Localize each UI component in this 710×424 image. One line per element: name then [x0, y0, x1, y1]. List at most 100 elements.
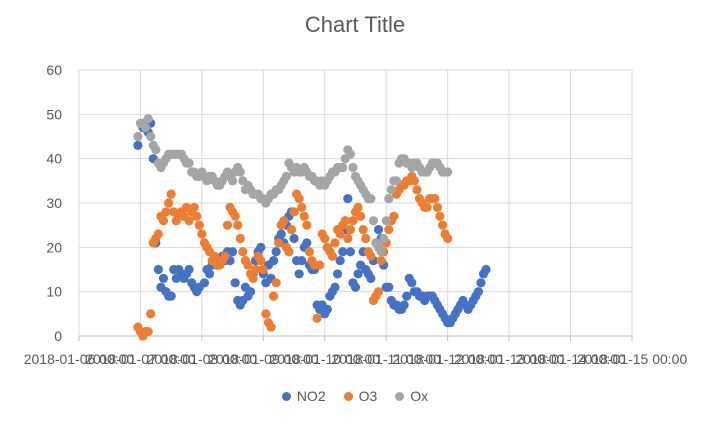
data-point: [248, 273, 258, 283]
data-point: [348, 216, 358, 226]
data-point: [194, 220, 204, 230]
data-point: [381, 216, 391, 226]
data-point: [274, 238, 284, 248]
data-point: [268, 256, 279, 266]
data-point: [184, 264, 194, 275]
data-point: [345, 225, 355, 235]
data-point: [256, 256, 266, 266]
data-point: [158, 216, 169, 226]
data-point: [279, 216, 289, 226]
data-point: [437, 220, 448, 230]
data-point: [271, 247, 281, 257]
data-point: [407, 278, 417, 288]
data-point: [220, 251, 230, 261]
series-o3: [133, 171, 453, 341]
data-point: [281, 171, 291, 181]
data-point: [386, 185, 396, 195]
data-point: [304, 247, 315, 257]
data-point: [189, 202, 199, 213]
data-point: [284, 247, 294, 257]
data-point: [345, 247, 355, 257]
data-point: [389, 211, 399, 221]
data-point: [391, 176, 402, 186]
data-point: [379, 233, 389, 244]
data-point: [251, 264, 261, 275]
data-point: [294, 269, 304, 279]
data-point: [412, 185, 422, 195]
data-point: [409, 176, 419, 186]
data-point: [276, 229, 286, 239]
data-point: [197, 229, 207, 239]
data-point: [302, 220, 312, 230]
data-point: [140, 123, 151, 133]
legend-marker: [281, 391, 291, 401]
data-point: [402, 291, 412, 301]
y-axis-ticks: 0 10 20 30 40 50 60: [46, 62, 62, 344]
data-point: [184, 216, 194, 226]
data-point: [443, 167, 453, 177]
x-tick-label: 2018-01-11 00:00: [331, 351, 441, 367]
data-point: [158, 273, 169, 283]
data-point: [230, 211, 240, 221]
data-point: [443, 233, 453, 244]
data-point: [332, 269, 343, 279]
data-point: [143, 326, 153, 337]
data-point: [335, 229, 345, 239]
data-point: [297, 256, 307, 266]
data-point: [373, 287, 384, 297]
data-point: [245, 287, 256, 297]
data-point: [289, 233, 299, 244]
data-point: [481, 264, 491, 275]
data-point: [350, 282, 361, 292]
data-point: [366, 273, 376, 283]
y-tick-label: 40: [46, 151, 62, 167]
legend-item-no2: NO2: [281, 388, 326, 404]
legend-marker: [395, 391, 405, 401]
data-point: [238, 247, 248, 257]
data-point: [366, 251, 376, 261]
data-point: [161, 207, 171, 217]
data-point: [233, 220, 243, 230]
legend-label: NO2: [296, 388, 326, 404]
data-point: [164, 198, 174, 208]
data-point: [294, 193, 304, 204]
data-points: [133, 114, 491, 341]
data-point: [384, 225, 394, 235]
series-ox: [133, 114, 453, 257]
data-point: [235, 233, 245, 244]
legend-marker: [343, 391, 353, 401]
data-point: [338, 162, 348, 173]
data-point: [476, 278, 486, 288]
legend-label: Ox: [410, 388, 429, 404]
legend-item-o3: O3: [343, 388, 377, 404]
data-point: [166, 189, 176, 199]
data-point: [286, 225, 297, 235]
legend: NO2 O3 Ox: [0, 388, 710, 404]
data-point: [330, 238, 340, 248]
data-point: [356, 211, 366, 221]
data-point: [192, 211, 202, 221]
x-tick-label: 2018-01-08 00:00: [147, 351, 258, 367]
data-point: [312, 313, 322, 323]
y-tick-label: 0: [54, 328, 62, 344]
y-tick-label: 60: [46, 62, 62, 78]
x-tick-label: 2018-01-10 00:00: [270, 351, 381, 367]
data-point: [320, 233, 330, 244]
data-point: [151, 145, 161, 155]
data-point: [256, 242, 266, 252]
data-point: [373, 225, 384, 235]
data-point: [222, 220, 233, 230]
data-point: [430, 193, 440, 204]
data-point: [315, 260, 325, 270]
data-point: [327, 251, 338, 261]
data-point: [228, 176, 238, 186]
data-point: [384, 193, 394, 204]
data-point: [210, 251, 220, 261]
x-tick-label: 2018-01-14 00:00: [515, 351, 626, 367]
y-tick-label: 50: [46, 106, 62, 122]
data-point: [335, 256, 345, 266]
data-point: [268, 291, 279, 301]
data-point: [143, 114, 153, 124]
data-point: [243, 260, 253, 270]
